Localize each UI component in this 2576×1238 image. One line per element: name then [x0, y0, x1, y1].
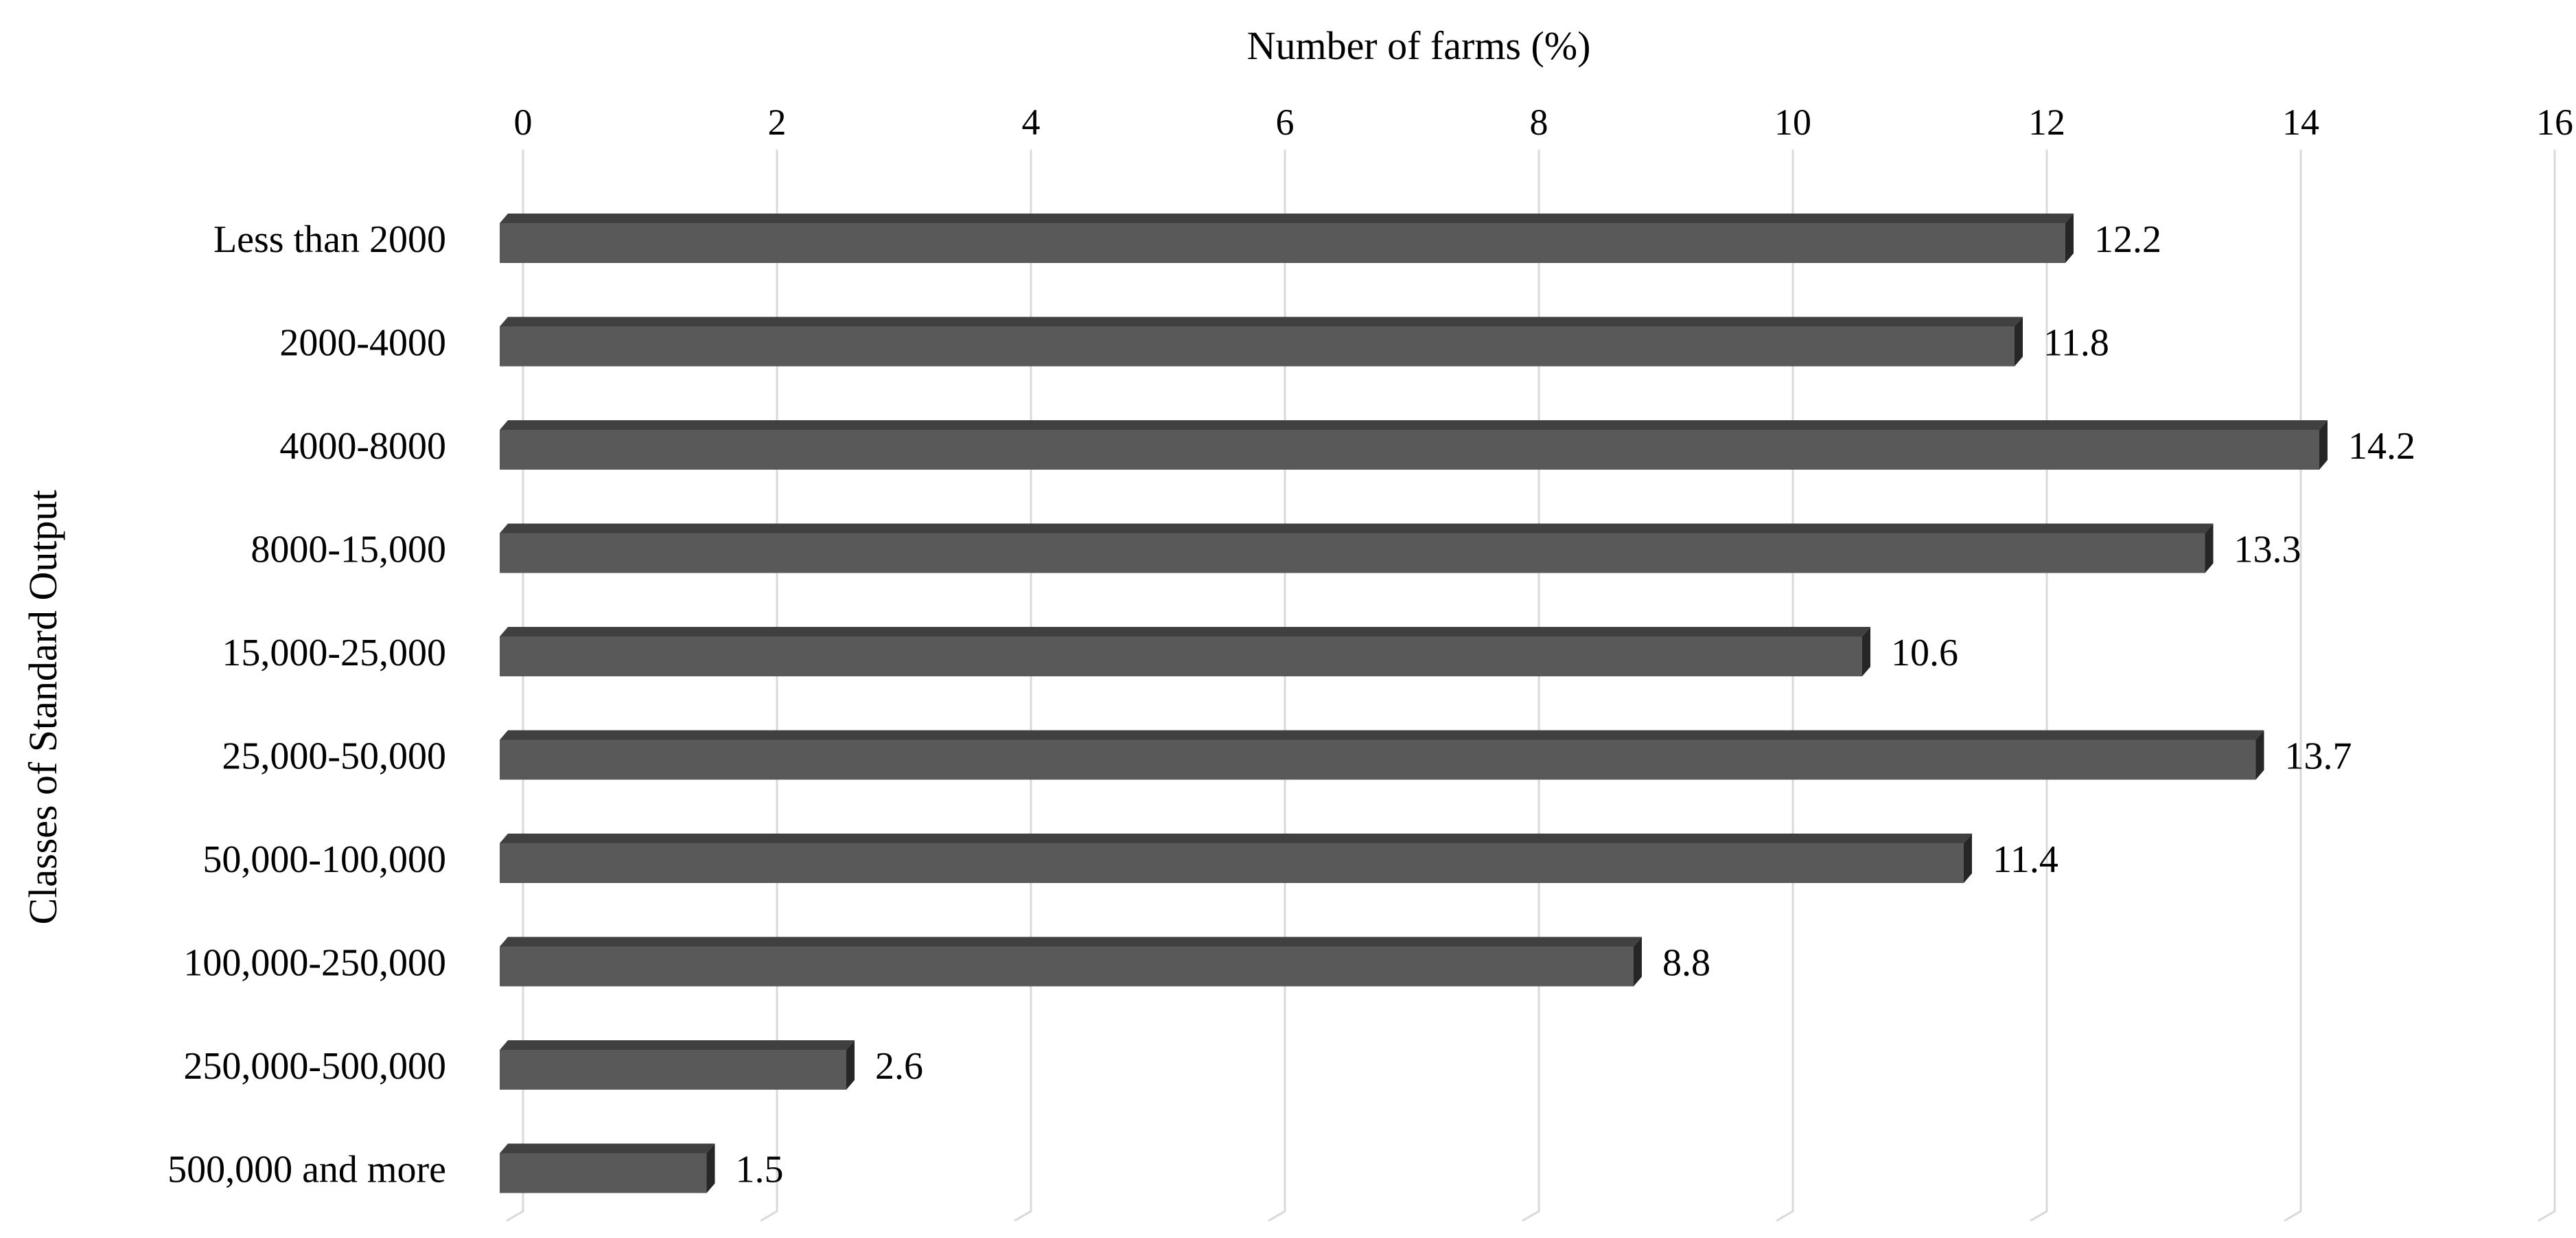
bar-front-face — [500, 1153, 707, 1193]
gridline — [2030, 150, 2048, 1222]
data-label: 13.7 — [2285, 735, 2352, 778]
bar-top-face — [500, 317, 2023, 327]
data-label: 8.8 — [1662, 942, 1710, 985]
bar — [500, 1143, 715, 1193]
bar — [500, 937, 1642, 987]
bar — [500, 420, 2328, 470]
data-label: 13.3 — [2234, 529, 2301, 571]
bar-side-face — [1862, 627, 1870, 676]
category-label: 500,000 and more — [167, 1149, 446, 1191]
bar-top-face — [500, 523, 2214, 534]
gridline — [1776, 150, 1794, 1222]
x-tick-label: 16 — [2536, 102, 2573, 143]
value-labels: 12.2 11.8 14.2 13.3 10.6 13.7 11.4 8.8 2.6 1.5 — [736, 218, 2416, 1191]
bar — [500, 214, 2074, 263]
bar — [500, 523, 2214, 573]
gridline — [2538, 150, 2556, 1222]
category-label: 100,000-250,000 — [183, 942, 446, 985]
bar-side-face — [2065, 214, 2074, 263]
data-label: 1.5 — [736, 1149, 784, 1191]
bar-top-face — [500, 730, 2264, 740]
x-tick-label: 4 — [1022, 102, 1041, 143]
gridline — [760, 150, 778, 1222]
x-tick-label: 8 — [1530, 102, 1548, 143]
bar-front-face — [500, 637, 1862, 676]
gridline — [2284, 150, 2302, 1222]
data-label: 12.2 — [2094, 218, 2161, 261]
bar-front-face — [500, 1050, 846, 1090]
bar-front-face — [500, 533, 2205, 573]
bar-side-face — [2015, 317, 2023, 367]
bar — [500, 627, 1870, 676]
data-label: 14.2 — [2348, 425, 2415, 468]
bar-side-face — [2255, 730, 2264, 780]
bar-top-face — [500, 627, 1870, 637]
x-tick-label: 10 — [1774, 102, 1811, 143]
x-tick-label: 6 — [1276, 102, 1295, 143]
category-label: 25,000-50,000 — [222, 735, 446, 778]
category-label: 4000-8000 — [279, 425, 446, 468]
bar-front-face — [500, 843, 1964, 883]
bars — [500, 214, 2328, 1193]
x-tick-label: 2 — [768, 102, 787, 143]
bar-side-face — [2205, 523, 2214, 573]
x-tick-label: 0 — [514, 102, 533, 143]
bar-side-face — [1964, 834, 1972, 883]
bar-front-face — [500, 946, 1634, 987]
x-tick-label: 12 — [2028, 102, 2065, 143]
gridline — [1268, 150, 1286, 1222]
bar-top-face — [500, 834, 1972, 843]
bar-side-face — [1634, 937, 1642, 987]
category-label: 8000-15,000 — [251, 529, 446, 571]
bar-front-face — [500, 740, 2256, 780]
category-label: 15,000-25,000 — [222, 632, 446, 674]
bar-top-face — [500, 420, 2328, 430]
category-label: 50,000-100,000 — [202, 838, 446, 881]
bar — [500, 834, 1972, 883]
bar-front-face — [500, 326, 2015, 367]
gridlines — [506, 150, 2556, 1222]
bar-side-face — [2319, 420, 2328, 470]
bar — [500, 730, 2264, 780]
data-label: 2.6 — [875, 1045, 923, 1088]
bar-top-face — [500, 1040, 855, 1050]
category-labels: Less than 2000 2000-4000 4000-8000 8000-15,… — [167, 218, 446, 1191]
gridline — [1014, 150, 1032, 1222]
bar-top-face — [500, 937, 1642, 947]
gridline — [506, 150, 524, 1222]
category-label: Less than 2000 — [213, 218, 446, 261]
gridline — [1522, 150, 1540, 1222]
bar — [500, 1040, 855, 1090]
y-axis-title: Classes of Standard Output — [21, 490, 65, 924]
bar-side-face — [846, 1040, 855, 1090]
data-label: 10.6 — [1891, 632, 1958, 674]
bar-top-face — [500, 1143, 715, 1154]
bar — [500, 317, 2023, 367]
category-label: 2000-4000 — [279, 322, 446, 365]
x-tick-label: 14 — [2282, 102, 2319, 143]
bar-top-face — [500, 214, 2074, 223]
x-axis-title: Number of farms (%) — [1247, 23, 1591, 68]
bar-side-face — [706, 1143, 715, 1193]
bar-front-face — [500, 430, 2319, 470]
x-tick-labels: 0 2 4 6 8 10 12 14 16 — [514, 102, 2574, 143]
category-label: 250,000-500,000 — [183, 1045, 446, 1088]
bar-front-face — [500, 223, 2065, 263]
data-label: 11.8 — [2043, 322, 2109, 365]
data-label: 11.4 — [1993, 838, 2058, 881]
